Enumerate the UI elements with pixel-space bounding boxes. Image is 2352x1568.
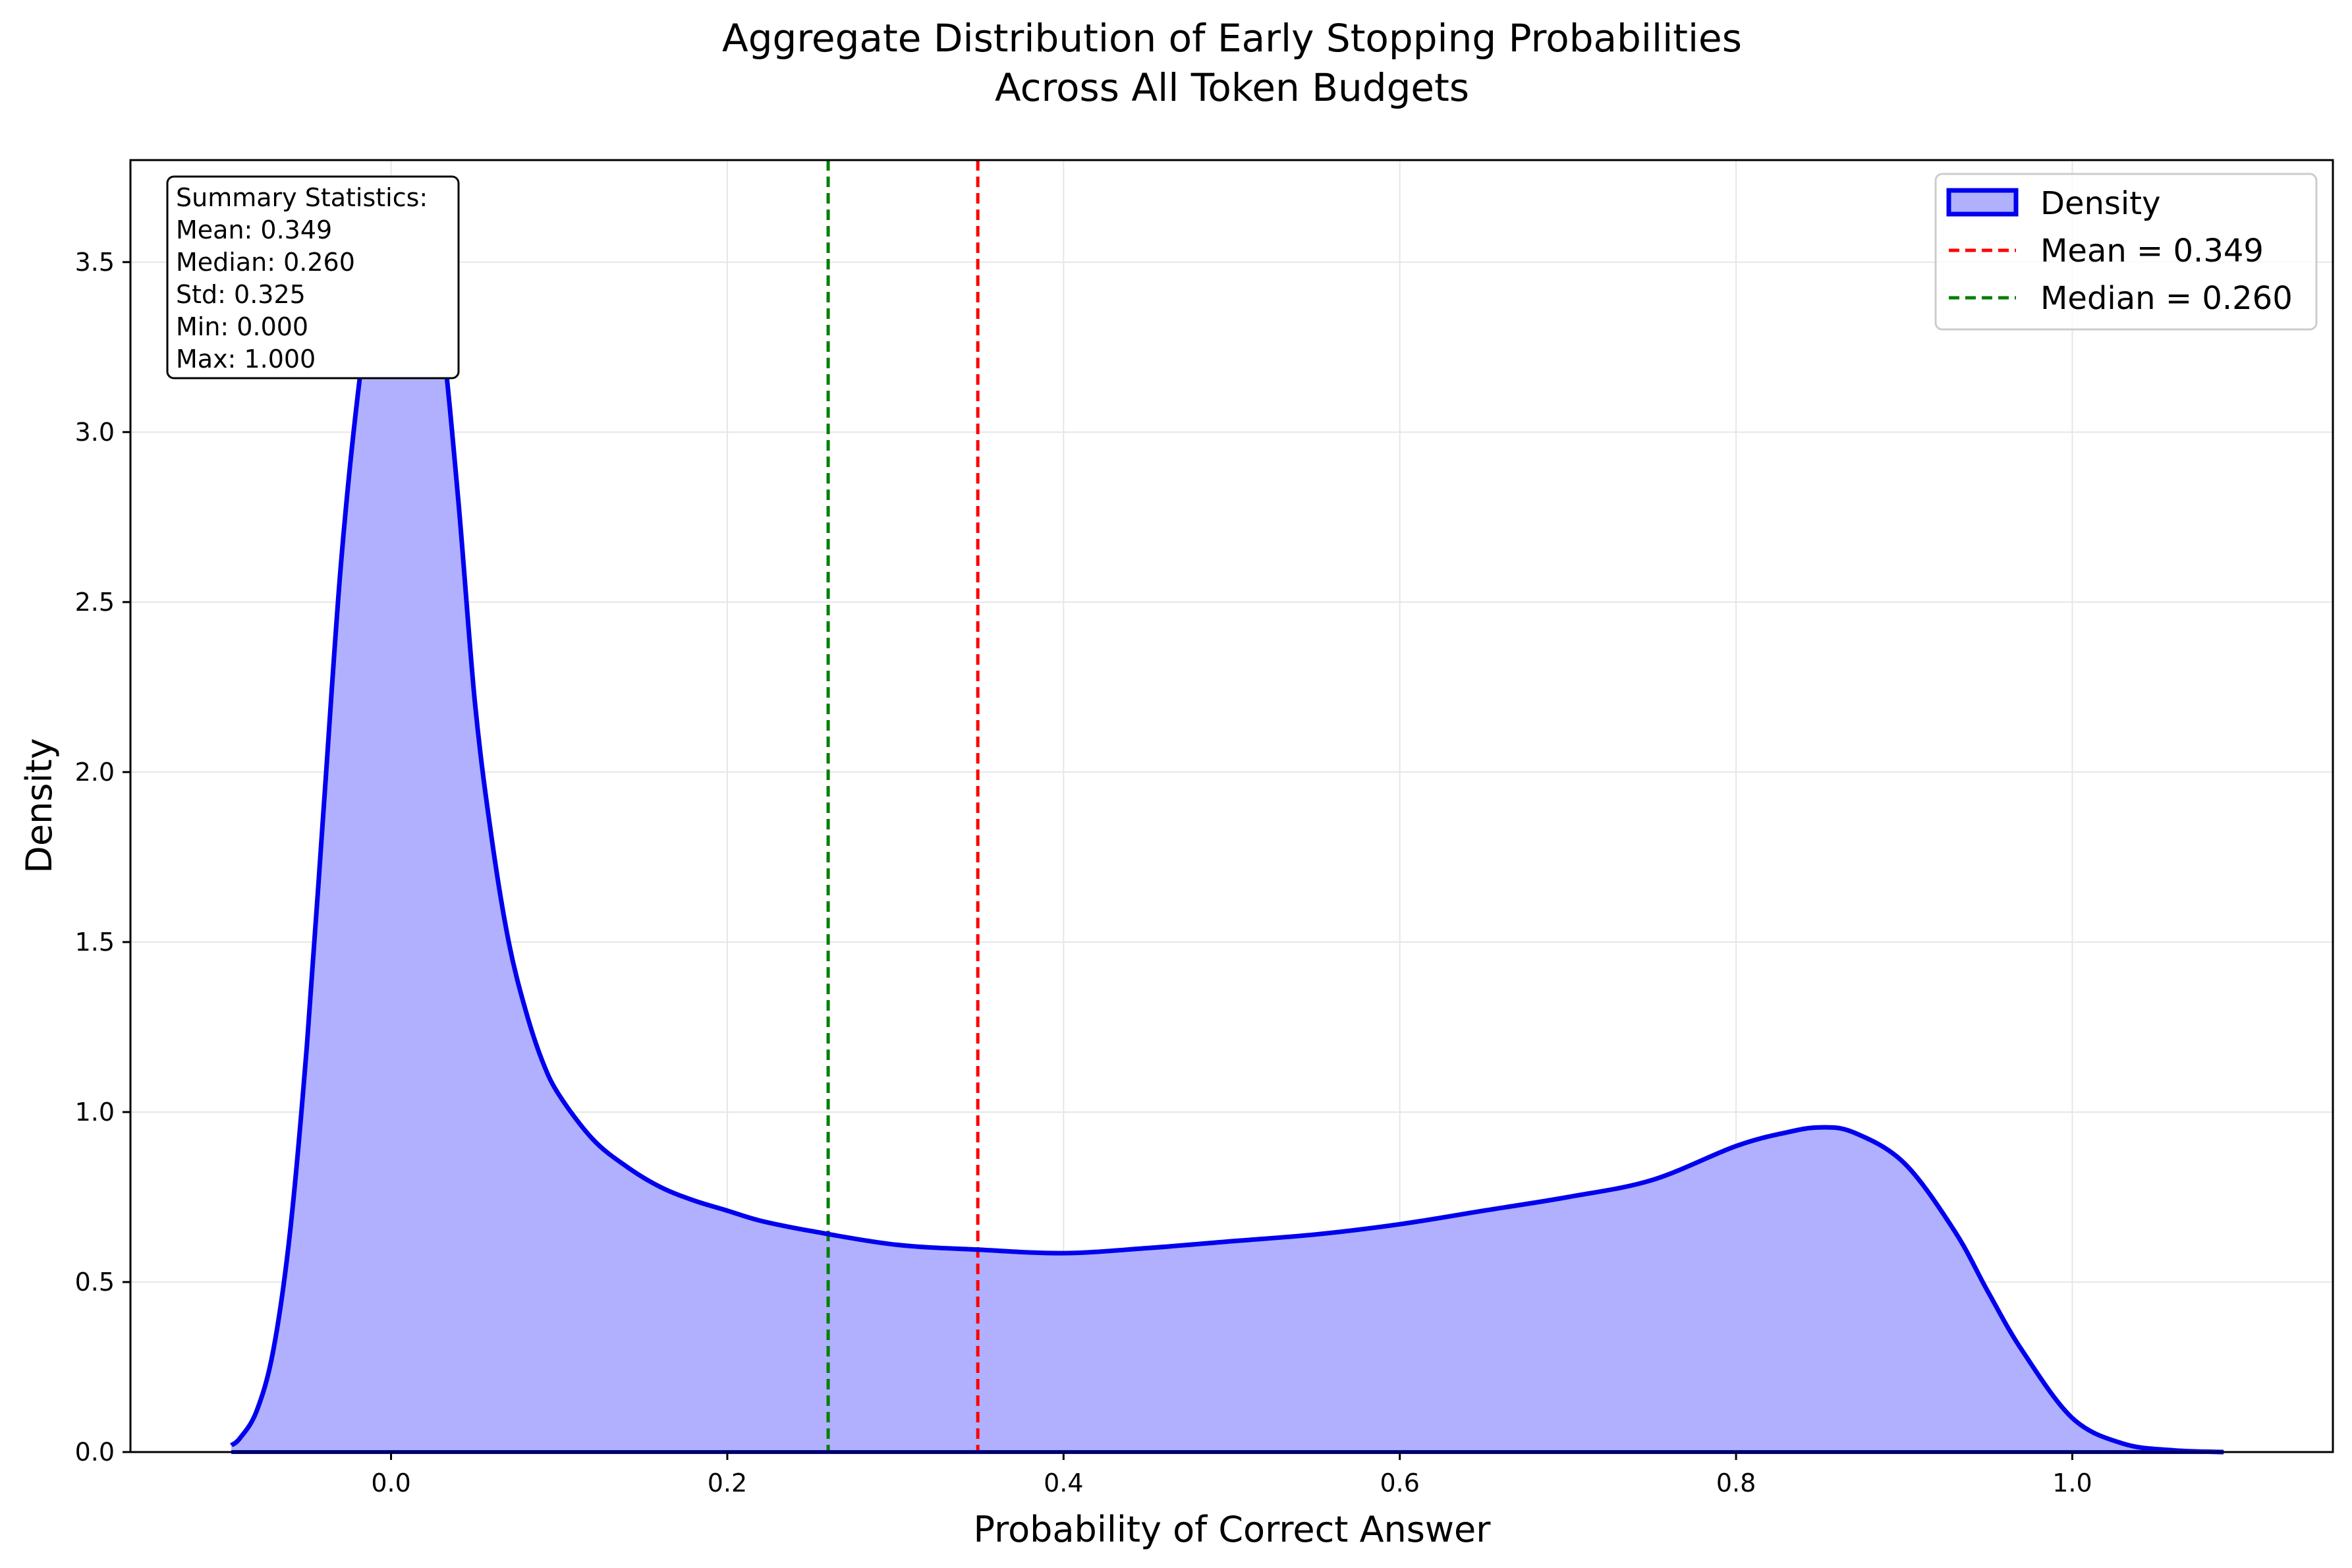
x-axis-label: Probability of Correct Answer <box>974 1509 1492 1550</box>
x-tick-label-2: 0.4 <box>1044 1469 1083 1498</box>
density-curve <box>229 219 2224 1455</box>
y-tick-label-5: 2.5 <box>75 588 115 617</box>
plot-frame <box>129 159 2334 1453</box>
x-axis-ticks: 0.0 0.2 0.4 0.6 0.8 1.0 <box>371 1452 2092 1498</box>
y-tick-label-0: 0.0 <box>75 1438 115 1467</box>
y-tick-label-4: 2.0 <box>75 758 115 787</box>
y-tick-label-1: 0.5 <box>75 1268 115 1297</box>
stats-line-std: Std: 0.325 <box>176 280 306 309</box>
y-axis-label: Density <box>18 738 60 873</box>
x-tick-label-0: 0.0 <box>371 1469 410 1498</box>
stats-line-min: Min: 0.000 <box>176 312 308 341</box>
x-tick-label-4: 0.8 <box>1716 1469 1756 1498</box>
stats-line-max: Max: 1.000 <box>176 345 316 374</box>
stats-line-mean: Mean: 0.349 <box>176 215 332 244</box>
stats-line-title: Summary Statistics: <box>176 183 428 212</box>
legend: Density Mean = 0.349 Median = 0.260 <box>1934 173 2318 331</box>
chart-subtitle: Across All Token Budgets <box>995 65 1469 110</box>
stats-line-median: Median: 0.260 <box>176 248 355 277</box>
y-tick-label-3: 1.5 <box>75 928 115 957</box>
legend-swatch-density <box>1946 188 2019 217</box>
x-tick-label-3: 0.6 <box>1380 1469 1419 1498</box>
x-tick-label-5: 1.0 <box>2052 1469 2092 1498</box>
y-axis-ticks: 0.0 0.5 1.0 1.5 2.0 2.5 3.0 3.5 <box>75 248 130 1467</box>
x-tick-label-1: 0.2 <box>708 1469 747 1498</box>
y-tick-label-7: 3.5 <box>75 248 115 277</box>
legend-label-mean: Mean = 0.349 <box>2040 233 2264 269</box>
summary-statistics-frame <box>166 175 460 379</box>
legend-label-median: Median = 0.260 <box>2040 280 2293 317</box>
y-tick-label-2: 1.0 <box>75 1098 115 1127</box>
chart-title: Aggregate Distribution of Early Stopping… <box>722 16 1742 61</box>
legend-label-density: Density <box>2040 185 2160 222</box>
y-tick-label-6: 3.0 <box>75 418 115 447</box>
summary-statistics-box: Summary Statistics: Mean: 0.349 Median: … <box>166 175 460 379</box>
legend-frame <box>1934 173 2318 331</box>
